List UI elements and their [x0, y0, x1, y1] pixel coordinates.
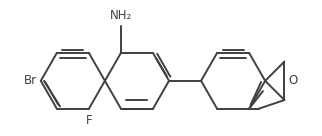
Text: Br: Br — [24, 74, 37, 87]
Text: F: F — [86, 114, 92, 126]
Text: NH₂: NH₂ — [110, 9, 132, 21]
Text: O: O — [288, 74, 298, 87]
